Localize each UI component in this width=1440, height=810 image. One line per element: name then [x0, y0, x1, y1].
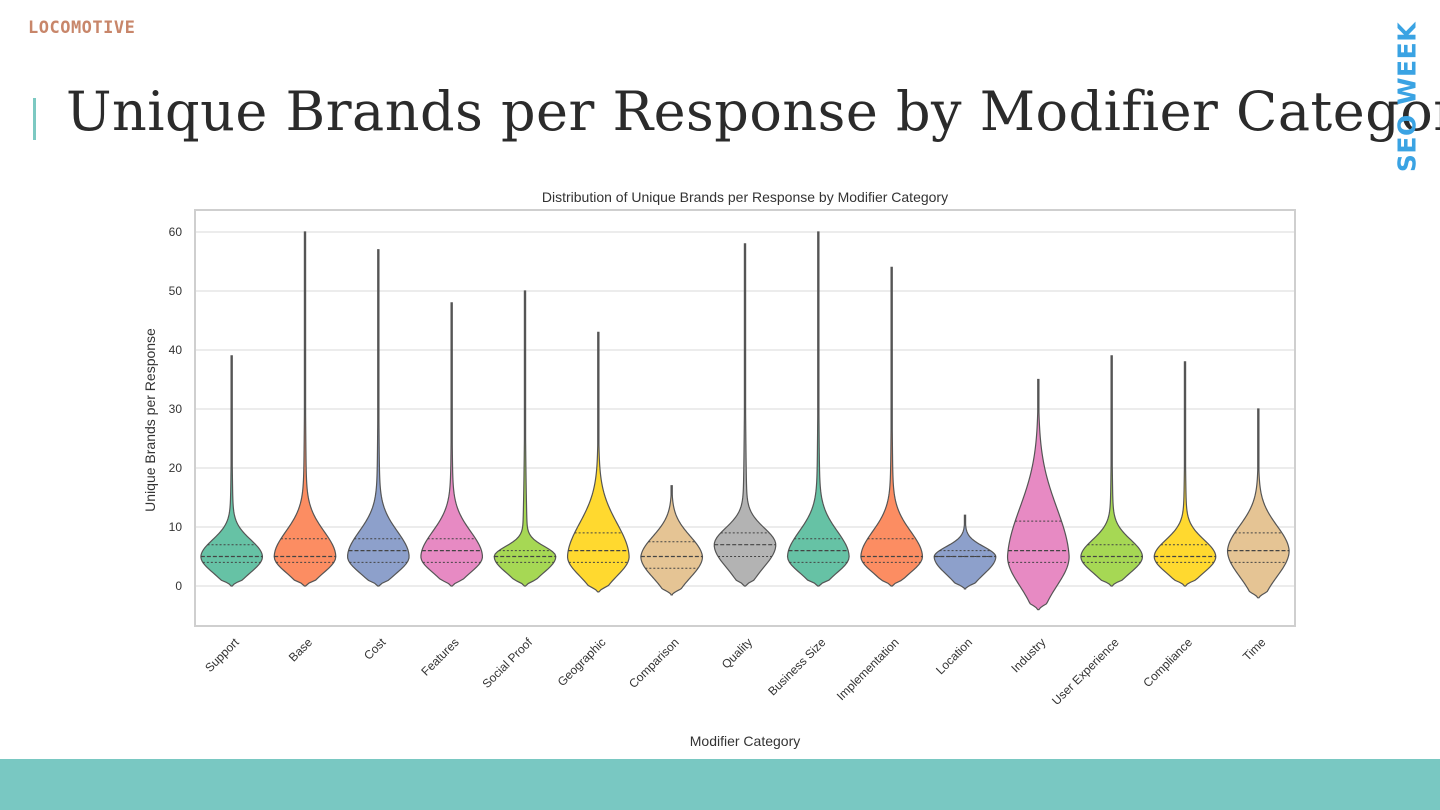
violin-body [493, 290, 557, 587]
y-tick-label: 40 [169, 343, 183, 357]
violin-body [1006, 378, 1070, 611]
y-axis-label: Unique Brands per Response [142, 328, 158, 512]
violin-geographic [566, 331, 630, 593]
chart-title: Distribution of Unique Brands per Respon… [542, 189, 948, 205]
violin-cost [347, 249, 410, 587]
x-tick-label: Support [202, 635, 242, 675]
y-tick-label: 10 [169, 520, 183, 534]
violin-support [200, 355, 264, 587]
x-axis-label: Modifier Category [690, 733, 801, 749]
y-tick-label: 60 [169, 225, 183, 239]
y-tick-label: 50 [169, 284, 183, 298]
violin-compliance [1153, 361, 1217, 587]
violin-chart: Distribution of Unique Brands per Respon… [142, 189, 1296, 749]
x-tick-label: Time [1240, 635, 1269, 664]
x-tick-label: User Experience [1049, 635, 1122, 708]
violin-location [933, 514, 997, 590]
y-tick-label: 20 [169, 461, 183, 475]
x-tick-label: Comparison [626, 635, 682, 691]
title-accent-bar [33, 98, 36, 140]
violin-business-size [786, 231, 850, 587]
x-tick-label: Quality [719, 635, 755, 671]
violin-features [420, 302, 483, 587]
footer-band [0, 759, 1440, 810]
x-tick-label: Business Size [765, 635, 828, 698]
x-tick-label: Industry [1008, 635, 1048, 675]
x-tick-label: Compliance [1140, 635, 1195, 690]
locomotive-logo: LOCOMOTIVE [28, 18, 136, 38]
violin-body [200, 355, 264, 587]
y-tick-label: 0 [175, 579, 182, 593]
x-tick-label: Features [418, 635, 461, 678]
y-tick-labels: 0 10 20 30 40 50 60 [169, 225, 183, 593]
x-tick-label: Implementation [834, 635, 902, 703]
x-tick-label: Social Proof [479, 635, 535, 691]
violin-body [860, 266, 924, 587]
violin-user-experience [1080, 355, 1144, 587]
violin-industry [1006, 378, 1070, 611]
x-tick-label: Location [933, 635, 975, 677]
violin-body [273, 231, 337, 587]
violin-social-proof [493, 290, 557, 587]
violin-quality [713, 243, 777, 587]
violin-implementation [860, 266, 924, 587]
violin-body [933, 514, 997, 590]
violin-body [786, 231, 850, 587]
x-tick-label: Geographic [555, 635, 609, 689]
violin-base [273, 231, 337, 587]
violin-body [420, 302, 483, 587]
violin-body [713, 243, 777, 587]
violins [200, 231, 1290, 611]
violin-comparison [640, 485, 704, 596]
x-tick-label: Cost [361, 635, 389, 663]
slide-title: Unique Brands per Response by Modifier C… [66, 80, 1440, 143]
violin-body [640, 485, 704, 596]
y-tick-label: 30 [169, 402, 183, 416]
violin-body [347, 249, 410, 587]
violin-body [566, 331, 630, 593]
x-tick-label: Base [286, 635, 315, 664]
violin-time [1226, 408, 1290, 599]
x-tick-labels: Support Base Cost Features Social Proof Geogr… [202, 635, 1269, 708]
violin-body [1153, 361, 1217, 587]
violin-body [1080, 355, 1144, 587]
